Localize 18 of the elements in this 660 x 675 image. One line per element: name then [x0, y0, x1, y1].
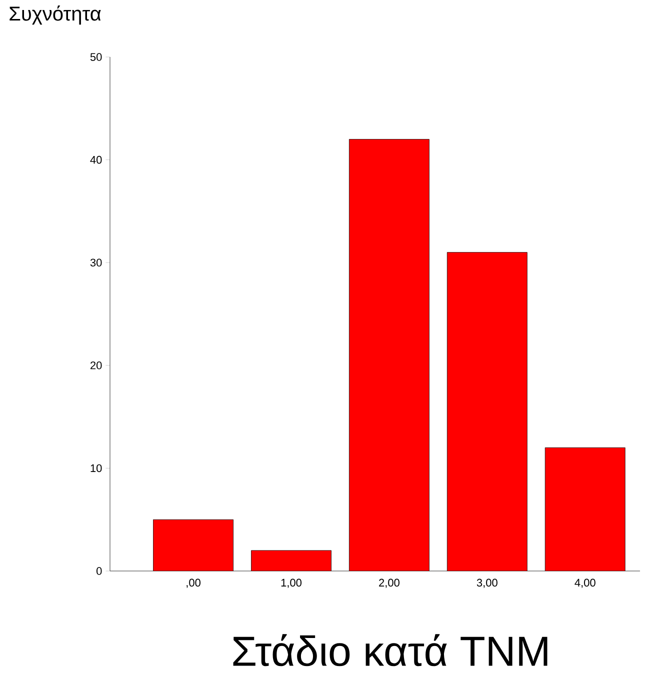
y-tick-label: 50 — [90, 53, 102, 61]
bar — [153, 520, 234, 571]
y-tick-label: 30 — [90, 258, 102, 266]
x-tick-label: 3,00 — [476, 578, 498, 588]
x-axis-title: Στάδιο κατά TNM — [233, 634, 548, 666]
bar — [447, 252, 528, 571]
y-tick-label: 40 — [90, 156, 102, 164]
bar — [251, 550, 332, 571]
bar — [544, 447, 626, 571]
y-tick-label: 20 — [90, 362, 102, 370]
bar — [349, 139, 430, 571]
y-tick-label: 0 — [96, 567, 102, 575]
y-axis-title: Συχνότητα — [10, 5, 101, 25]
x-tick-label: ,00 — [186, 578, 200, 588]
y-tick-label: 10 — [90, 464, 102, 472]
x-tick-label: 4,00 — [574, 578, 596, 588]
x-tick-label: 1,00 — [281, 578, 302, 588]
x-tick-label: 2,00 — [379, 578, 400, 588]
